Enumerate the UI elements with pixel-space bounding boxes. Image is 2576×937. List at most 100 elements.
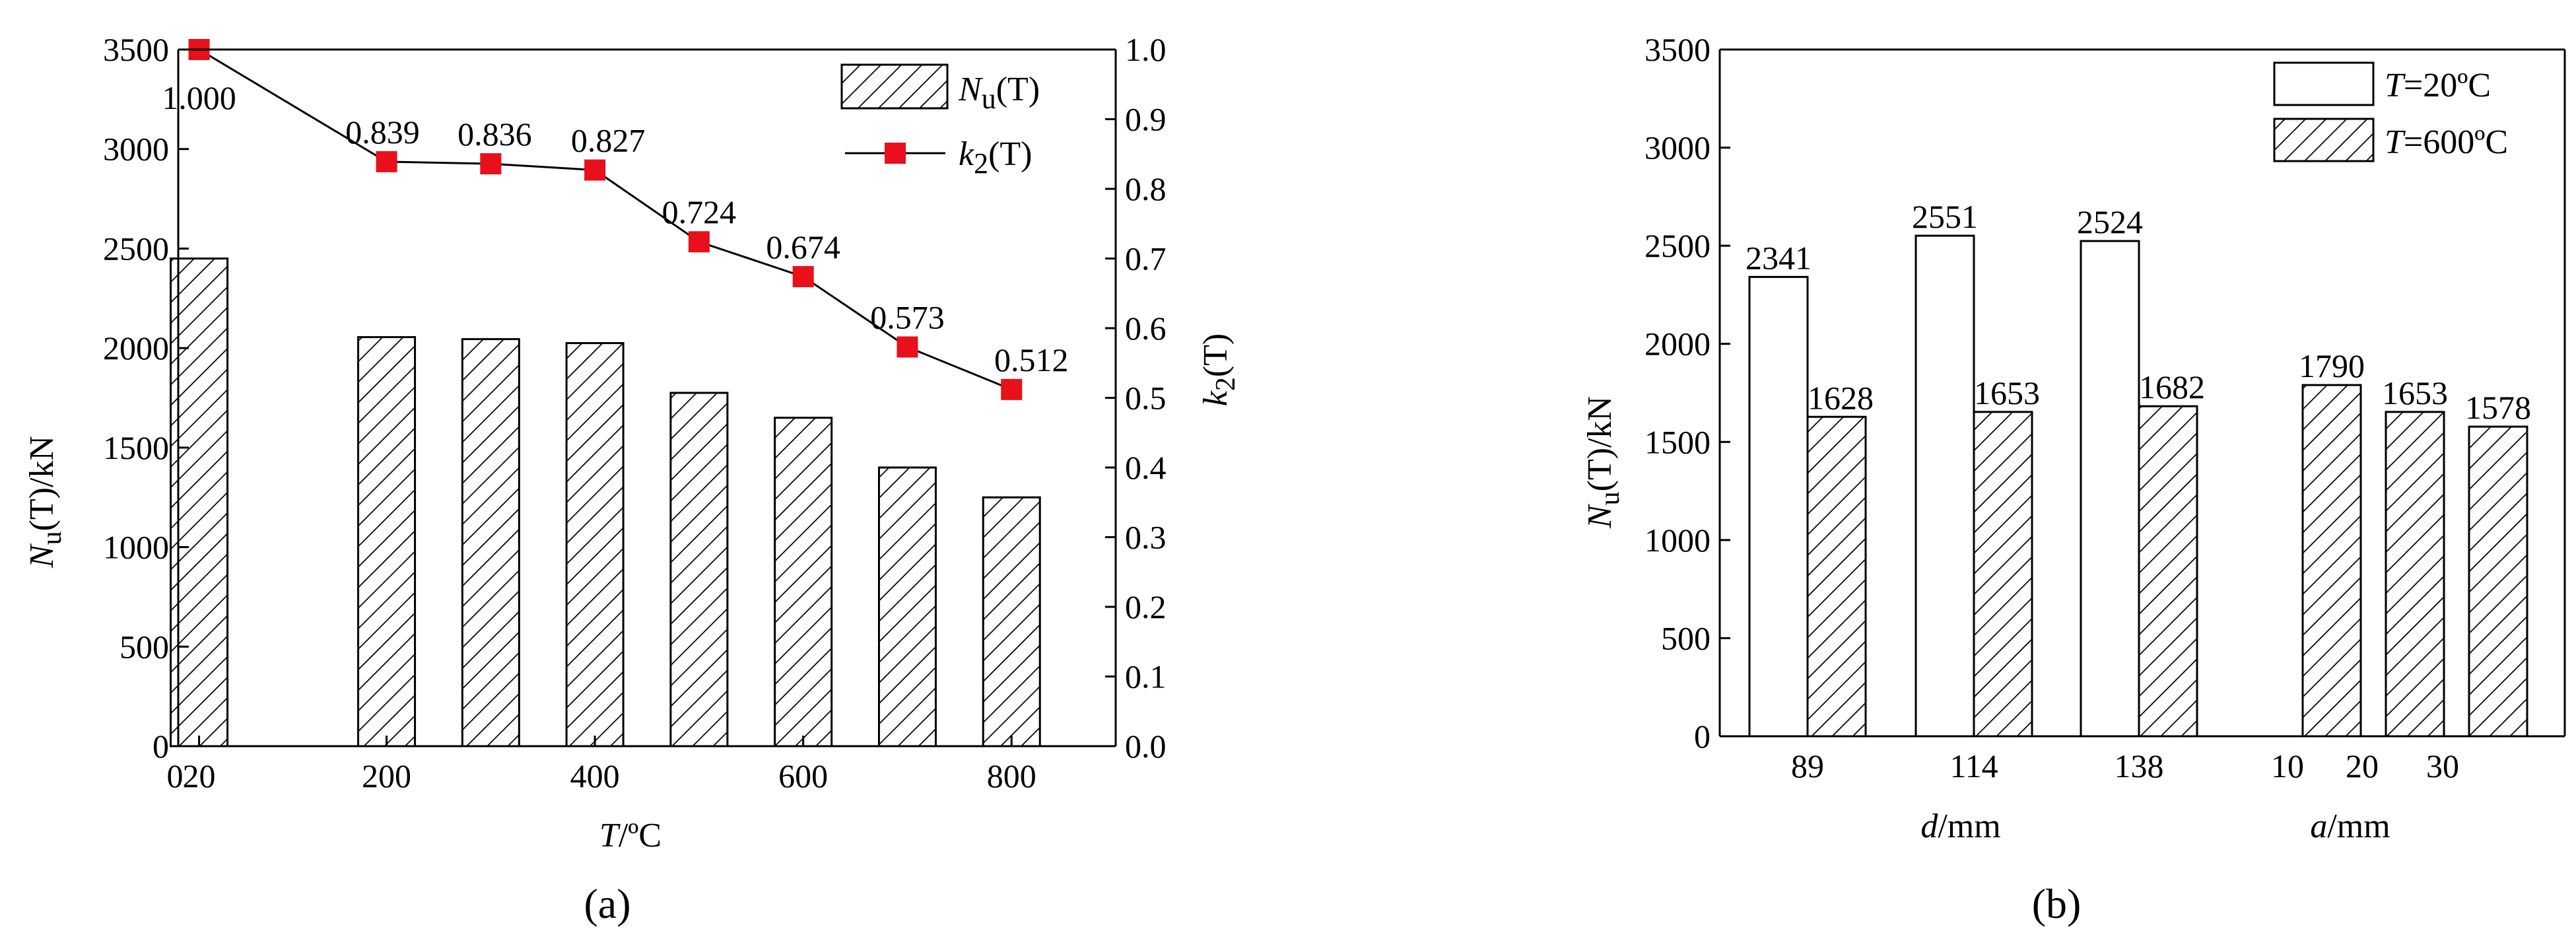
a-bar [461,338,520,747]
b-panel-caption: (b) [2032,880,2082,927]
a-legend-label-line: k2(T) [959,135,1033,180]
b-bar-600C [1806,415,1867,738]
b-ylabel: Nu(T)/kN [1581,396,1625,529]
b-xlabel-a: a/mm [2310,808,2390,845]
a-k2-data-label: 0.512 [994,341,1069,378]
a-k2-data-label: 1.000 [162,79,236,116]
a-y2-tick-label: 0.8 [1125,170,1167,207]
b-legend-label-hatch: T=600ºC [2385,123,2508,161]
a-k2-point [792,265,814,287]
b-y-tick-label: 3500 [1644,31,1711,68]
a-legend-swatch-marker [885,143,906,164]
b-bar-20C [1915,234,1975,738]
b-y-tick-label: 0 [1694,718,1711,755]
a-x-tick-label: 800 [987,757,1036,794]
a-y2-tick-label: 0.2 [1125,588,1167,625]
b-x-tick-label-a: 10 [2271,747,2304,784]
a-bar [982,496,1041,747]
a-bar [565,342,625,747]
a-y2-tick-label: 1.0 [1125,31,1167,68]
b-x-tick-label-d: 138 [2115,747,2164,784]
b-legend-label-open: T=20ºC [2385,67,2491,104]
a-y2-tick-label: 0.5 [1125,380,1167,417]
b-data-label-20C: 2551 [1912,198,1978,235]
a-y2-tick-label: 0.6 [1125,310,1167,347]
a-k2-data-label: 0.724 [662,193,737,230]
b-x-tick-label-d: 114 [1949,747,1998,784]
a-y-tick-label: 3500 [103,31,169,68]
b-bar-600C [1973,411,2033,738]
a-legend: Nu(T) k2(T) [840,63,1040,180]
b-x-tick-label-a: 30 [2426,747,2459,784]
a-y2-tick-label: 0.1 [1125,658,1167,695]
a-x-tick-label: 0 [167,757,184,794]
a-y-tick-label: 500 [119,628,169,665]
a-k2-point [480,153,502,175]
panel-b-chart: 2341 1628 2551 1653 2524 1682 1790 1653 1578 89 1… [1581,31,2566,927]
a-y2label: k2(T) [1197,333,1241,407]
b-y-tick-label: 3000 [1644,129,1711,166]
a-y2-tick-label: 0.7 [1125,240,1167,277]
b-data-label-600C: 1653 [2382,374,2448,411]
a-k2-point [1001,378,1023,400]
b-data-label-600C: 1682 [2139,368,2205,405]
b-data-label-600C: 1578 [2465,389,2531,426]
a-y2-tick-label: 0.3 [1125,519,1167,556]
a-y-tick-label: 2000 [103,330,169,366]
a-panel-caption: (a) [584,880,630,927]
a-legend-label-bars: Nu(T) [958,71,1040,115]
b-bar-600C [2468,425,2528,738]
b-data-label-600C: 1790 [2299,347,2365,384]
a-bar [170,258,229,747]
b-y-tick-label: 2500 [1644,227,1711,264]
a-x-tick-label: 600 [778,757,828,794]
a-y-tick-label: 2500 [103,230,169,267]
a-bar [877,466,937,747]
a-k2-point [897,336,918,358]
a-legend-swatch-bars [840,63,949,110]
a-k2-data-label: 0.836 [458,116,532,153]
b-data-label-20C: 2524 [2077,203,2143,240]
b-x-tick-label-d: 89 [1791,747,1824,784]
a-k2-point [376,151,397,172]
a-bar [774,417,833,747]
a-k2-data-label: 0.674 [766,228,840,265]
a-y2-tick-label: 0.4 [1125,449,1167,486]
a-xlabel: T/ºC [599,817,661,854]
a-k2-point [688,231,710,253]
a-k2-data-label: 0.827 [571,122,646,159]
b-data-label-600C: 1628 [1808,379,1874,416]
b-legend-swatch-open [2273,61,2375,106]
a-x-tick-label: 200 [362,757,411,794]
b-y-tick-label: 2000 [1644,326,1711,363]
a-y-tick-label: 1000 [103,529,169,566]
b-xlabel-d: d/mm [1920,808,2000,845]
a-x-tick-label: 20 [183,757,216,794]
b-bar-20C [2080,240,2140,738]
a-bar [357,336,417,747]
b-legend-swatch-hatch [2273,118,2375,162]
b-legend: T=20ºC T=600ºC [2273,61,2508,162]
b-y-tick-label: 1000 [1644,522,1711,559]
a-y-tick-label: 0 [153,728,169,765]
a-k2-point [584,159,606,181]
b-bar-20C [1748,275,1809,738]
a-k2-data-label: 0.573 [870,298,945,335]
b-y-tick-label: 1500 [1644,423,1711,460]
b-y-tick-label: 500 [1661,619,1711,656]
a-k2-data-label: 0.839 [345,114,420,151]
a-y-tick-label: 1500 [103,429,169,466]
a-x-tick-label: 400 [570,757,620,794]
a-bar [669,392,729,747]
a-k2-line [198,48,1012,391]
b-bar-600C [2385,411,2445,738]
b-bar-600C [2301,384,2362,738]
b-bar-600C [2138,405,2198,738]
a-y2-tick-label: 0.0 [1125,728,1167,765]
b-x-tick-label-a: 20 [2346,747,2379,784]
a-y-tick-label: 3000 [103,131,169,168]
b-data-label-20C: 2341 [1746,239,1812,276]
b-data-label-600C: 1653 [1974,374,2040,411]
